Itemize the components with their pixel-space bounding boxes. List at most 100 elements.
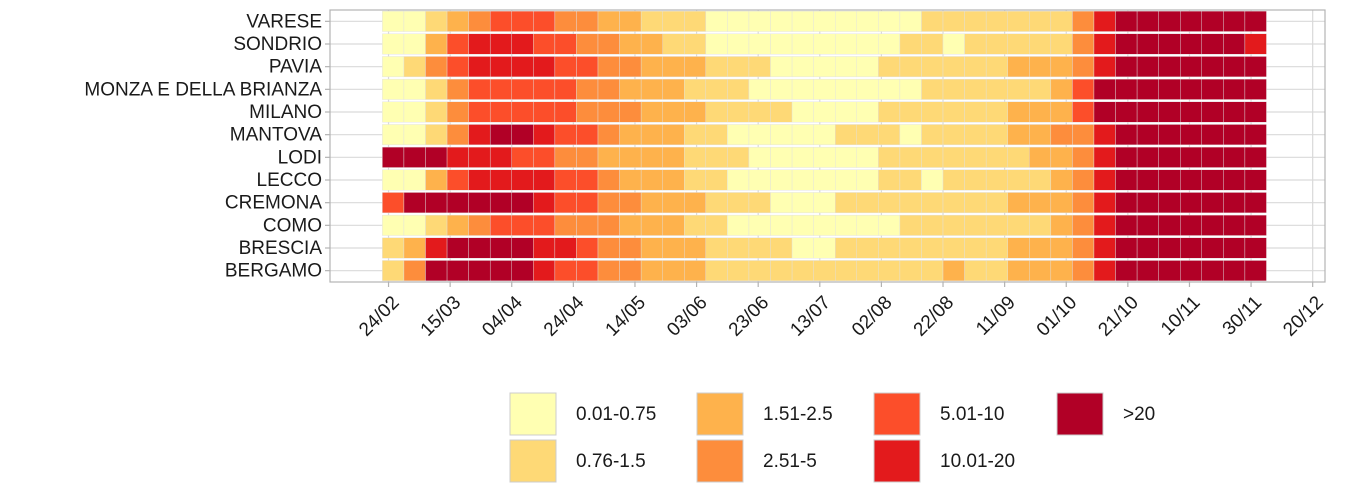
heat-cell: [403, 78, 426, 100]
heat-cell: [942, 260, 965, 282]
heat-cell: [942, 146, 965, 168]
heat-cell: [576, 214, 599, 236]
heat-cell: [489, 124, 512, 146]
y-tick-label: BRESCIA: [239, 238, 323, 259]
y-tick-label: MANTOVA: [230, 125, 323, 146]
heat-cell: [403, 33, 426, 55]
heat-cell: [576, 101, 599, 123]
heat-cell: [856, 10, 879, 32]
heat-cell: [511, 214, 534, 236]
heat-cell: [1029, 124, 1052, 146]
heat-cell: [705, 101, 728, 123]
heat-cell: [576, 192, 599, 214]
heat-cell: [835, 124, 857, 146]
heat-cell: [1007, 260, 1030, 282]
heat-cell: [1223, 101, 1246, 123]
heat-cell: [1180, 237, 1202, 259]
heat-cell: [878, 192, 901, 214]
heat-cell: [1158, 10, 1181, 32]
x-tick-label: 01/10: [1033, 292, 1081, 340]
heat-cell: [1115, 146, 1138, 168]
heat-cell: [1223, 192, 1246, 214]
heat-cell: [554, 78, 577, 100]
heat-cell: [554, 169, 577, 191]
heat-cell: [1201, 214, 1224, 236]
heat-cell: [468, 101, 491, 123]
heat-cell: [748, 78, 771, 100]
heat-cell: [640, 146, 663, 168]
heat-cell: [1136, 146, 1159, 168]
heat-cell: [1244, 237, 1267, 259]
heat-cell: [403, 192, 426, 214]
heat-cell: [1201, 237, 1224, 259]
heat-cell: [748, 10, 771, 32]
heat-cell: [899, 124, 922, 146]
heat-cell: [1244, 33, 1267, 55]
heat-cell: [1093, 10, 1116, 32]
heat-cell: [813, 124, 836, 146]
heat-cell: [942, 169, 965, 191]
heat-cell: [748, 56, 771, 78]
heat-cell: [533, 146, 556, 168]
heat-cell: [942, 33, 965, 55]
heat-cell: [1007, 124, 1030, 146]
heat-cell: [446, 237, 469, 259]
heat-cell: [554, 214, 577, 236]
heat-cell: [1115, 192, 1138, 214]
heat-cell: [878, 101, 901, 123]
heat-cell: [748, 214, 771, 236]
heat-cell: [533, 237, 556, 259]
heat-cell: [942, 78, 965, 100]
heat-cell: [662, 146, 685, 168]
heat-cell: [382, 146, 405, 168]
heat-cell: [1029, 10, 1052, 32]
x-tick-label: 30/11: [1219, 292, 1266, 339]
heat-cell: [576, 260, 599, 282]
heat-cell: [684, 169, 707, 191]
heat-cell: [619, 260, 642, 282]
heat-cell: [468, 169, 491, 191]
heat-cell: [1158, 33, 1181, 55]
heat-cell: [489, 237, 512, 259]
heat-cell: [878, 169, 901, 191]
heat-cell: [489, 169, 512, 191]
heat-cell: [921, 78, 944, 100]
heat-cell: [489, 214, 512, 236]
heat-cell: [684, 192, 707, 214]
heat-cell: [1093, 169, 1116, 191]
y-tick-label: CREMONA: [225, 193, 322, 214]
heat-cell: [533, 192, 556, 214]
heat-cell: [727, 214, 750, 236]
heat-cell: [985, 237, 1008, 259]
heat-cell: [813, 10, 836, 32]
heat-cell: [511, 237, 534, 259]
heat-cell: [554, 101, 577, 123]
heat-cell: [1223, 237, 1246, 259]
y-tick-label: SONDRIO: [233, 34, 322, 55]
heat-cell: [684, 56, 707, 78]
heat-cell: [489, 33, 512, 55]
legend-swatch: [509, 439, 557, 483]
heat-cell: [1007, 146, 1030, 168]
heat-cell: [1136, 260, 1159, 282]
heat-cell: [899, 260, 922, 282]
heat-cell: [985, 146, 1008, 168]
heat-cell: [964, 33, 987, 55]
heat-cell: [1201, 124, 1224, 146]
heat-cell: [770, 56, 793, 78]
heat-cell: [1115, 78, 1138, 100]
heat-cell: [1180, 124, 1202, 146]
heat-cell: [684, 214, 707, 236]
heat-cell: [770, 10, 793, 32]
heat-cell: [533, 56, 556, 78]
heat-cell: [770, 192, 793, 214]
heat-cell: [727, 10, 750, 32]
heat-cell: [1136, 56, 1159, 78]
heat-cell: [446, 10, 469, 32]
heat-cell: [1029, 56, 1052, 78]
heat-cell: [554, 192, 577, 214]
heat-cell: [382, 260, 405, 282]
heat-cell: [597, 146, 620, 168]
heat-cell: [705, 237, 728, 259]
x-tick-label: 21/10: [1094, 292, 1142, 340]
